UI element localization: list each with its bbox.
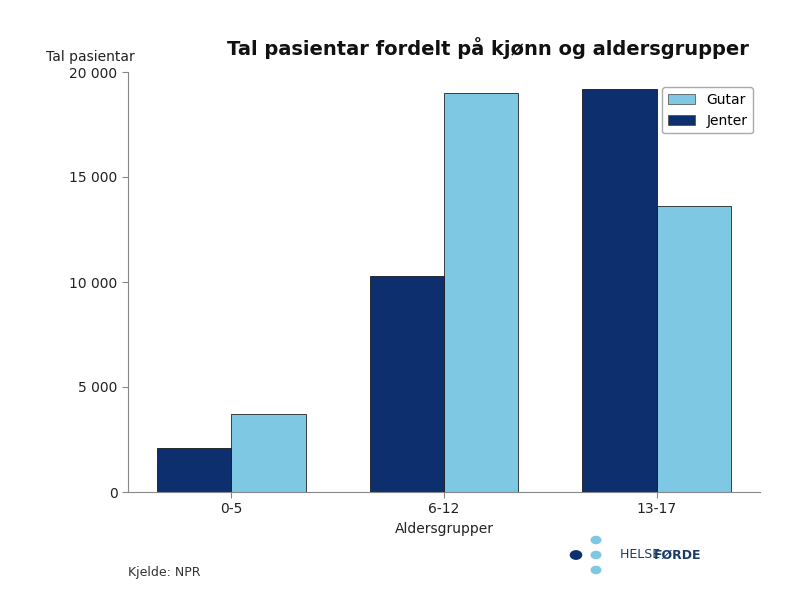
Bar bbox=[157, 448, 231, 492]
Text: HELSE: HELSE bbox=[620, 548, 664, 562]
Bar bbox=[370, 275, 444, 492]
Legend: Gutar, Jenter: Gutar, Jenter bbox=[662, 88, 753, 133]
Bar bbox=[657, 206, 731, 492]
Text: Tal pasientar: Tal pasientar bbox=[46, 50, 134, 64]
Text: Kjelde: NPR: Kjelde: NPR bbox=[128, 566, 201, 579]
Text: FØRDE: FØRDE bbox=[654, 548, 701, 562]
Bar bbox=[444, 93, 518, 492]
X-axis label: Aldersgrupper: Aldersgrupper bbox=[394, 522, 494, 536]
Bar bbox=[582, 89, 657, 492]
Bar bbox=[231, 414, 306, 492]
Title: Tal pasientar fordelt på kjønn og aldersgrupper: Tal pasientar fordelt på kjønn og alders… bbox=[227, 37, 749, 59]
